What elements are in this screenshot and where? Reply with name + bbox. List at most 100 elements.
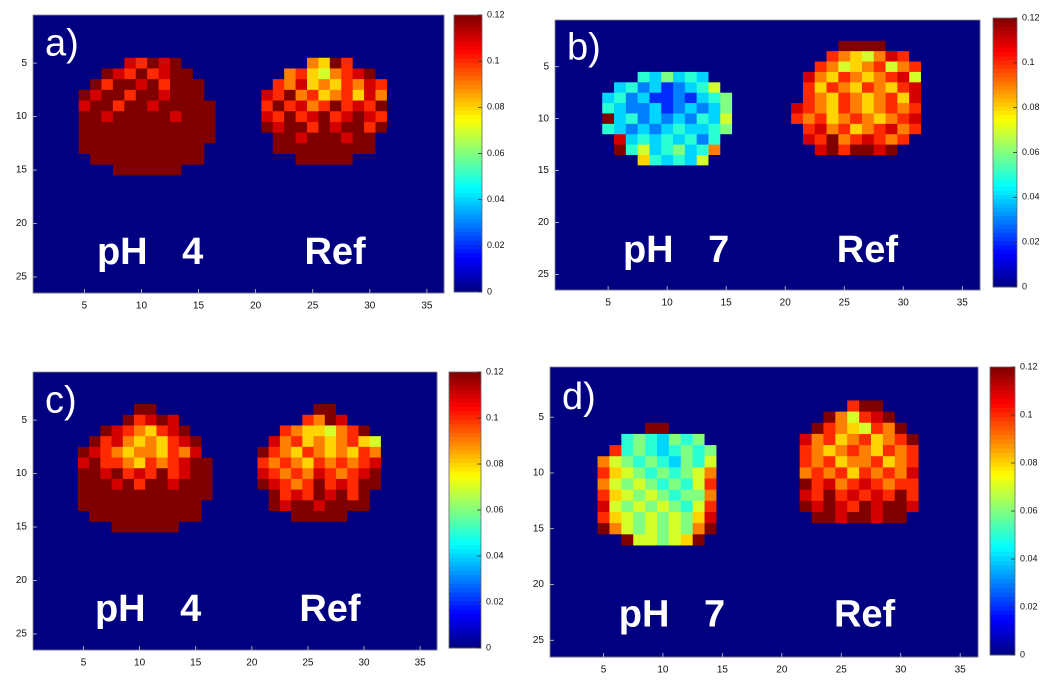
heatmap-cell [764,601,776,613]
heatmap-cell [673,62,685,73]
heatmap-cell [410,165,422,176]
heatmap-cell [907,545,919,557]
heatmap-cell [614,155,626,166]
heatmap-cell [862,197,874,208]
colorbar-swatch [993,186,1017,191]
heatmap-cell [897,259,909,270]
heatmap-cell [79,122,91,133]
heatmap-cell [156,372,168,383]
heatmap-cell [193,26,205,37]
heatmap-cell [602,259,614,270]
heatmap-cell [921,51,933,62]
heatmap-cell [291,490,303,501]
heatmap-cell [966,423,978,435]
heatmap-cell [204,272,216,283]
heatmap-cell [307,122,319,133]
heatmap-cell [883,523,895,535]
heatmap-cell [645,412,657,424]
heatmap-cell [791,207,803,218]
heatmap-cell [661,165,673,176]
heatmap-cell [112,372,124,383]
heatmap-cell [669,557,681,569]
heatmap-cell [90,101,102,112]
heatmap-cell [330,218,342,229]
heatmap-cell [732,176,744,187]
heatmap-cell [752,612,764,624]
heatmap-cell [874,217,886,228]
colorbar-swatch [454,149,482,154]
heatmap-cell [764,456,776,468]
heatmap-cell [874,72,886,83]
heatmap-cell [633,367,645,379]
heatmap-cell [250,240,262,251]
heatmap-cell [426,425,438,436]
heatmap-cell [850,186,862,197]
colorbar-swatch [449,463,481,468]
heatmap-cell [907,367,919,379]
heatmap-cell [410,207,422,218]
heatmap-cell [586,456,598,468]
heatmap-cell [716,579,728,591]
heatmap-cell [239,58,251,69]
heatmap-cell [740,367,752,379]
colorbar-tick-label: 0.06 [486,504,504,514]
heatmap-cell [246,458,258,469]
heatmap-cell [862,186,874,197]
heatmap-cell [246,490,258,501]
heatmap-cell [415,618,427,629]
heatmap-cell [732,20,744,31]
heatmap-cell [307,111,319,122]
heatmap-cell [626,41,638,52]
heatmap-cell [113,58,125,69]
heatmap-cell [800,512,812,524]
x-tick-label: 5 [81,658,87,669]
heatmap-cell [336,575,348,586]
heatmap-cell [358,447,370,458]
heatmap-cell [909,113,921,124]
heatmap-cell [44,564,56,575]
heatmap-cell [562,624,574,636]
heatmap-cell [673,155,685,166]
heatmap-cell [550,545,562,557]
heatmap-cell [55,639,67,650]
heatmap-cell [815,248,827,259]
colorbar-swatch [993,245,1017,250]
heatmap-cell [159,207,171,218]
heatmap-cell [261,58,273,69]
colorbar-swatch [990,390,1015,395]
heatmap-cell [835,456,847,468]
heatmap-cell [752,624,764,636]
heatmap-cell [250,250,262,261]
heatmap-cell [227,154,239,165]
heatmap-cell [67,607,79,618]
heatmap-cell [823,389,835,401]
heatmap-cell [968,41,980,52]
heatmap-cell [341,165,353,176]
heatmap-cell [579,259,591,270]
heatmap-cell [33,543,45,554]
heatmap-cell [649,186,661,197]
heatmap-cell [410,272,422,283]
heatmap-cell [403,436,415,447]
heatmap-cell [124,26,136,37]
heatmap-cell [567,248,579,259]
heatmap-cell [788,456,800,468]
heatmap-cell [156,575,168,586]
heatmap-cell [633,490,645,502]
heatmap-cell [433,36,445,47]
heatmap-cell [325,415,337,426]
panel: 5101520253035510152025d)pH 7Ref00.020.04… [533,361,1038,675]
heatmap-cell [956,217,968,228]
heatmap-cell [693,490,705,502]
heatmap-cell [956,186,968,197]
heatmap-cell [919,389,931,401]
heatmap-cell [621,479,633,491]
heatmap-cell [550,367,562,379]
heatmap-cell [693,412,705,424]
heatmap-cell [827,176,839,187]
heatmap-cell [204,282,216,293]
heatmap-cell [812,612,824,624]
heatmap-cell [410,79,422,90]
heatmap-cell [633,501,645,513]
